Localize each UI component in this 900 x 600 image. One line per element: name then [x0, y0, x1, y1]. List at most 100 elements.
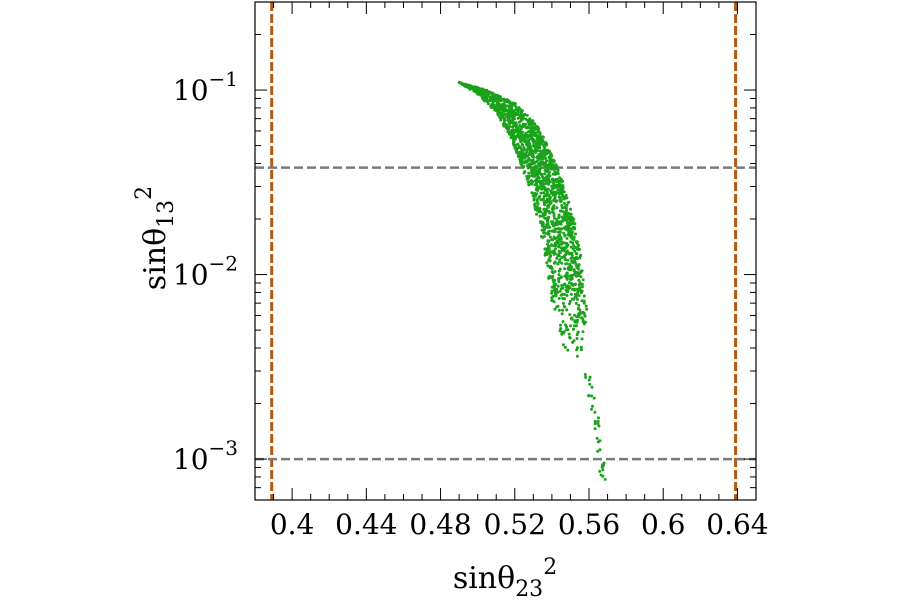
data-point [568, 302, 571, 306]
data-point [538, 146, 542, 150]
data-point [554, 163, 558, 167]
data-point [569, 217, 573, 221]
data-point [548, 149, 551, 153]
data-point [561, 190, 565, 194]
data-point [536, 202, 540, 206]
data-point [598, 469, 602, 473]
data-point [514, 122, 518, 126]
data-point [499, 118, 503, 122]
x-tick-label: 0.4 [270, 508, 315, 541]
data-point [553, 237, 557, 241]
data-point [553, 260, 557, 264]
data-point [598, 448, 602, 452]
data-point [554, 247, 557, 251]
data-point [464, 84, 468, 88]
data-point [561, 184, 565, 187]
data-point [593, 427, 597, 431]
data-point [571, 297, 574, 301]
data-point [557, 273, 561, 277]
data-point [566, 267, 570, 270]
data-point [560, 204, 564, 207]
data-point [552, 216, 556, 220]
data-point [579, 345, 583, 349]
data-point [554, 199, 558, 203]
data-point [532, 144, 535, 147]
data-point [561, 219, 564, 223]
data-point [518, 152, 522, 156]
data-point [593, 410, 597, 414]
data-point [565, 262, 569, 266]
data-point [580, 285, 584, 289]
data-point [568, 262, 572, 266]
data-point [552, 283, 556, 287]
data-point [555, 287, 559, 291]
data-point [588, 375, 592, 379]
data-point [517, 120, 521, 124]
data-point [491, 95, 495, 99]
data-point [559, 222, 563, 226]
data-point [535, 137, 539, 141]
data-point [533, 150, 537, 154]
axis-label-base: sinθ [138, 228, 173, 290]
data-point [518, 145, 521, 149]
data-point [532, 160, 536, 164]
data-point [552, 183, 556, 187]
data-point [537, 196, 541, 200]
data-point [547, 240, 551, 244]
data-point [553, 227, 557, 231]
data-point [545, 152, 549, 156]
data-point [579, 270, 583, 274]
data-point [553, 291, 557, 295]
data-point [556, 290, 560, 294]
data-point [556, 191, 560, 195]
data-point [525, 133, 529, 137]
data-point [556, 284, 560, 288]
data-point [543, 186, 547, 190]
y-tick-exponent: −3 [209, 436, 238, 460]
data-point [547, 229, 551, 233]
data-point [507, 120, 511, 124]
data-point [531, 137, 535, 141]
data-point [520, 154, 524, 158]
data-point [558, 198, 562, 202]
data-point [498, 116, 502, 120]
data-point [563, 211, 567, 214]
data-point [535, 199, 539, 203]
data-point [524, 126, 528, 129]
data-point [597, 416, 600, 420]
data-point [536, 125, 540, 129]
data-point [550, 238, 554, 241]
data-point [540, 198, 544, 202]
data-point [560, 312, 564, 316]
data-point [527, 156, 531, 160]
data-point [523, 140, 527, 144]
data-point [568, 299, 572, 303]
data-point [515, 143, 519, 147]
data-point [581, 278, 585, 282]
data-point [546, 264, 550, 268]
data-point [519, 140, 523, 144]
data-point [552, 252, 556, 256]
data-point [510, 101, 514, 105]
data-point [573, 313, 576, 317]
data-point [528, 162, 532, 166]
data-point [548, 235, 552, 239]
data-point [567, 285, 571, 289]
data-point [557, 280, 561, 284]
data-point [576, 346, 579, 350]
data-point [521, 151, 525, 155]
data-point [583, 373, 587, 376]
data-point [533, 202, 537, 206]
data-point [546, 163, 550, 167]
data-point [544, 141, 548, 145]
y-tick-label: 10−1 [173, 67, 238, 107]
data-point [564, 227, 568, 231]
data-point [574, 232, 577, 236]
data-point [558, 230, 562, 234]
data-point [539, 161, 543, 164]
data-point [548, 250, 552, 254]
data-point [529, 151, 533, 155]
data-point [514, 105, 518, 109]
y-tick-exponent: −1 [209, 67, 238, 91]
data-point [531, 128, 535, 132]
